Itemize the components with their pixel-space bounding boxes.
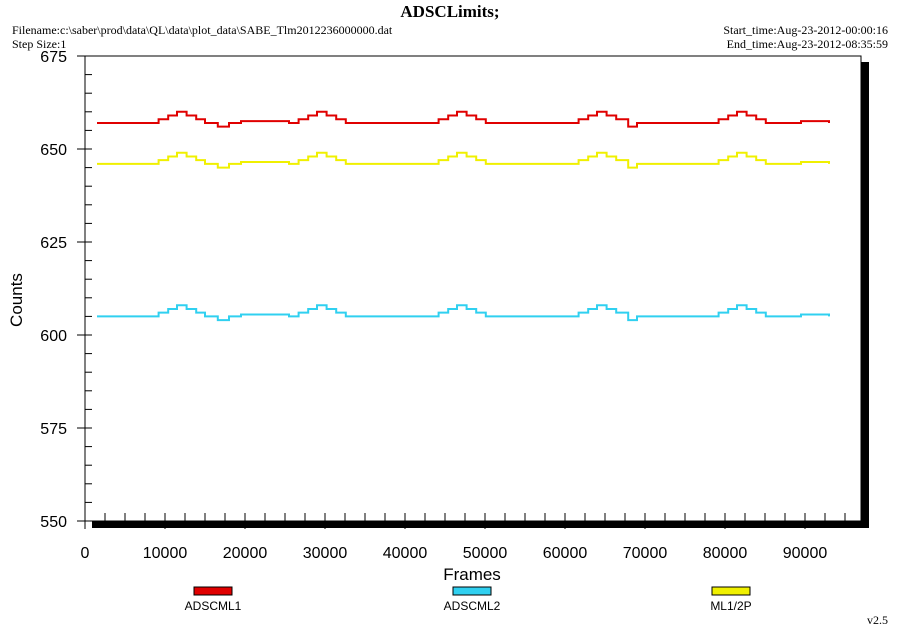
series-group — [97, 110, 830, 322]
x-tick-label: 80000 — [703, 545, 748, 562]
legend-swatch-2 — [452, 586, 492, 596]
legend-swatch-1 — [193, 586, 233, 596]
legend-label-3: ML1/2P — [710, 599, 751, 613]
x-tick-label: 50000 — [463, 545, 508, 562]
plot-area — [84, 55, 862, 522]
step-size-text: Step Size:1 — [12, 37, 67, 51]
y-tick-label: 650 — [40, 142, 67, 159]
x-tick-label: 30000 — [303, 545, 348, 562]
y-tick-label: 625 — [40, 235, 67, 252]
legend-label-1: ADSCML1 — [185, 599, 242, 613]
x-axis-label: Frames — [443, 565, 501, 584]
chart-title: ADSCLimits; — [400, 2, 500, 21]
x-tick-label: 40000 — [383, 545, 428, 562]
start-time-text: Start_time:Aug-23-2012-00:00:16 — [723, 23, 888, 37]
x-axis: 0 10000 20000 30000 40000 50000 60000 70000 8000… — [81, 521, 828, 562]
series-line-1 — [97, 110, 830, 128]
version-label: v2.5 — [867, 613, 888, 627]
x-tick-label: 90000 — [783, 545, 828, 562]
filename-text: Filename:c:\saber\prod\data\QL\data\plot… — [12, 23, 393, 37]
file-info: Filename:c:\saber\prod\data\QL\data\plot… — [12, 23, 392, 51]
time-info: Start_time:Aug-23-2012-00:00:16 End_time… — [723, 23, 888, 51]
x-tick-label: 10000 — [143, 545, 188, 562]
y-tick-label: 600 — [40, 328, 67, 345]
y-axis: 550 575 600 625 650 675 — [40, 49, 85, 531]
series-line-2 — [97, 304, 830, 322]
minor-ticks — [84, 55, 846, 522]
y-axis-label: Counts — [7, 273, 26, 327]
y-tick-label: 550 — [40, 514, 67, 531]
x-tick-label: 20000 — [223, 545, 268, 562]
legend-label-2: ADSCML2 — [444, 599, 501, 613]
end-time-text: End_time:Aug-23-2012-08:35:59 — [726, 37, 888, 51]
y-tick-label: 575 — [40, 421, 67, 438]
x-tick-label: 70000 — [623, 545, 668, 562]
legend-swatch-3 — [711, 586, 751, 596]
x-tick-label: 60000 — [543, 545, 588, 562]
y-tick-label: 675 — [40, 49, 67, 66]
series-line-3 — [97, 151, 830, 169]
legend: ADSCML1 ADSCML2 ML1/2P — [185, 586, 752, 613]
x-tick-label: 0 — [81, 545, 90, 562]
